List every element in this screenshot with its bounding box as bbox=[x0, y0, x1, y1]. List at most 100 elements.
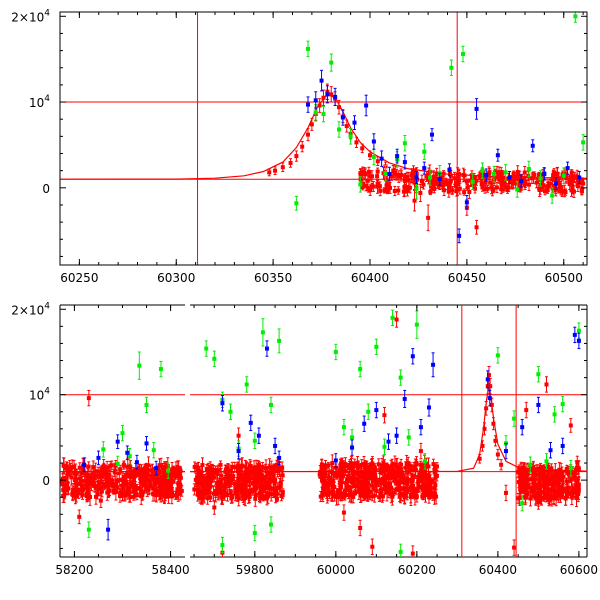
data-point bbox=[399, 172, 403, 177]
y-tick-label: 2×104 bbox=[11, 8, 50, 24]
data-point bbox=[65, 467, 70, 472]
data-point bbox=[81, 467, 86, 472]
data-point bbox=[581, 140, 586, 145]
data-point bbox=[395, 154, 400, 159]
plot-area-segment bbox=[60, 351, 185, 541]
data-point bbox=[368, 153, 372, 158]
data-point bbox=[242, 496, 247, 501]
data-point bbox=[325, 92, 330, 97]
data-point bbox=[98, 485, 103, 490]
data-point bbox=[564, 174, 569, 179]
data-point bbox=[461, 172, 466, 177]
data-point bbox=[195, 466, 200, 471]
data-point bbox=[66, 486, 71, 491]
data-point bbox=[139, 470, 144, 475]
data-point bbox=[358, 182, 363, 187]
data-point bbox=[532, 172, 537, 177]
data-point bbox=[138, 475, 143, 480]
data-point bbox=[575, 174, 580, 179]
data-point bbox=[134, 493, 139, 498]
data-point bbox=[358, 172, 363, 177]
data-point bbox=[569, 175, 574, 180]
data-point bbox=[448, 178, 453, 183]
data-point bbox=[550, 193, 555, 198]
data-point bbox=[452, 176, 457, 181]
plot-frame-group bbox=[59, 304, 588, 558]
data-point bbox=[498, 178, 503, 183]
data-point bbox=[388, 185, 393, 190]
y-tick-label-base: 10 bbox=[29, 96, 44, 110]
data-point bbox=[179, 488, 184, 493]
data-point bbox=[220, 494, 225, 499]
data-point bbox=[79, 470, 84, 475]
data-point bbox=[363, 468, 368, 473]
data-point bbox=[447, 167, 452, 172]
data-point bbox=[261, 496, 266, 501]
data-point bbox=[356, 472, 361, 477]
data-point bbox=[402, 185, 407, 190]
data-point bbox=[300, 144, 305, 149]
data-point bbox=[237, 481, 242, 486]
data-point bbox=[192, 464, 197, 469]
data-point bbox=[129, 482, 134, 487]
data-point bbox=[169, 494, 174, 499]
data-point bbox=[96, 469, 101, 474]
x-tick-label: 60400 bbox=[351, 271, 389, 285]
data-point bbox=[393, 170, 398, 175]
data-point bbox=[205, 489, 210, 494]
data-point bbox=[267, 471, 272, 476]
data-point bbox=[402, 177, 407, 182]
data-point bbox=[280, 465, 285, 470]
data-point bbox=[469, 173, 474, 178]
data-point bbox=[561, 173, 566, 178]
data-point bbox=[74, 481, 79, 486]
data-point bbox=[332, 494, 337, 499]
data-point bbox=[132, 489, 137, 494]
data-point bbox=[274, 496, 279, 501]
data-point bbox=[259, 476, 264, 481]
data-point bbox=[138, 486, 143, 491]
data-point bbox=[391, 168, 396, 173]
data-point bbox=[125, 472, 130, 477]
data-point bbox=[84, 491, 89, 496]
data-point bbox=[121, 463, 126, 468]
plot-area bbox=[60, 12, 587, 265]
data-point bbox=[577, 180, 582, 185]
data-point bbox=[426, 172, 431, 177]
data-point bbox=[111, 488, 116, 493]
data-point bbox=[101, 468, 106, 473]
data-point bbox=[148, 482, 153, 487]
data-point bbox=[212, 475, 217, 480]
data-point bbox=[171, 469, 176, 474]
data-point bbox=[172, 473, 177, 478]
data-point bbox=[93, 469, 98, 474]
data-point bbox=[530, 143, 535, 148]
data-point bbox=[520, 176, 525, 181]
data-point bbox=[321, 95, 326, 100]
data-point bbox=[268, 485, 273, 490]
data-point bbox=[515, 169, 520, 174]
x-tick-label: 58400 bbox=[151, 563, 189, 577]
data-point bbox=[145, 468, 150, 473]
data-point bbox=[364, 103, 369, 108]
data-point bbox=[485, 186, 490, 191]
data-point bbox=[243, 492, 248, 497]
data-point bbox=[140, 493, 145, 498]
data-point bbox=[504, 185, 509, 190]
data-point bbox=[474, 106, 479, 111]
data-point bbox=[201, 495, 206, 500]
data-point bbox=[496, 175, 501, 180]
data-point bbox=[158, 478, 163, 483]
data-point bbox=[267, 491, 272, 496]
data-point bbox=[288, 160, 293, 165]
data-point bbox=[515, 187, 520, 192]
data-point bbox=[106, 488, 111, 493]
data-point bbox=[202, 475, 207, 480]
data-point bbox=[422, 166, 427, 171]
data-point bbox=[144, 441, 149, 446]
data-point bbox=[317, 103, 322, 108]
data-point bbox=[372, 493, 377, 498]
data-point bbox=[313, 98, 318, 103]
data-point bbox=[158, 487, 163, 492]
data-point bbox=[247, 472, 252, 477]
